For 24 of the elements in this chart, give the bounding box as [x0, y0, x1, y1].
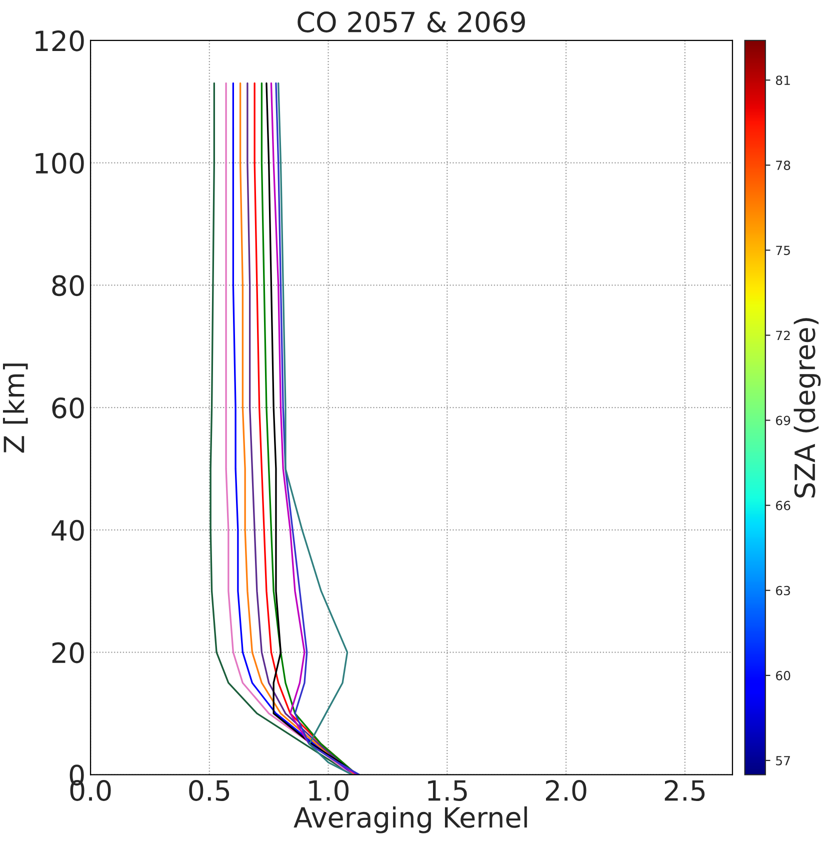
x-axis-title: Averaging Kernel: [294, 806, 527, 834]
color-bar-label: 72: [776, 330, 790, 340]
color-bar-label: 60: [776, 670, 790, 680]
color-bar-label: 66: [776, 500, 790, 510]
color-bar-label: 57: [776, 756, 790, 766]
color-bar-label: 75: [776, 246, 790, 256]
x-tick-label: 0.5: [189, 780, 230, 802]
x-tick-label: 2.0: [546, 780, 586, 802]
color-bar-label: 81: [776, 76, 790, 86]
x-tick-label: 2.5: [664, 780, 705, 802]
y-tick-label: 20: [52, 642, 84, 664]
y-tick-label: 80: [52, 275, 84, 296]
y-tick-label: 100: [36, 152, 84, 174]
y-axis-title: Z [km]: [2, 364, 28, 453]
x-tick-label: 1.5: [428, 780, 467, 802]
color-bar-label: 78: [776, 160, 790, 170]
color-bar-title: SZA (degree): [794, 318, 821, 498]
x-tick-label: 1.0: [309, 780, 349, 802]
y-tick-label: 40: [52, 520, 84, 541]
y-tick-label: 60: [52, 397, 84, 418]
color-bar-label: 69: [776, 416, 790, 426]
color-bar-label: 63: [776, 586, 790, 596]
y-tick-label: 120: [36, 30, 84, 52]
chart-title: CO 2057 & 2069: [298, 11, 525, 32]
